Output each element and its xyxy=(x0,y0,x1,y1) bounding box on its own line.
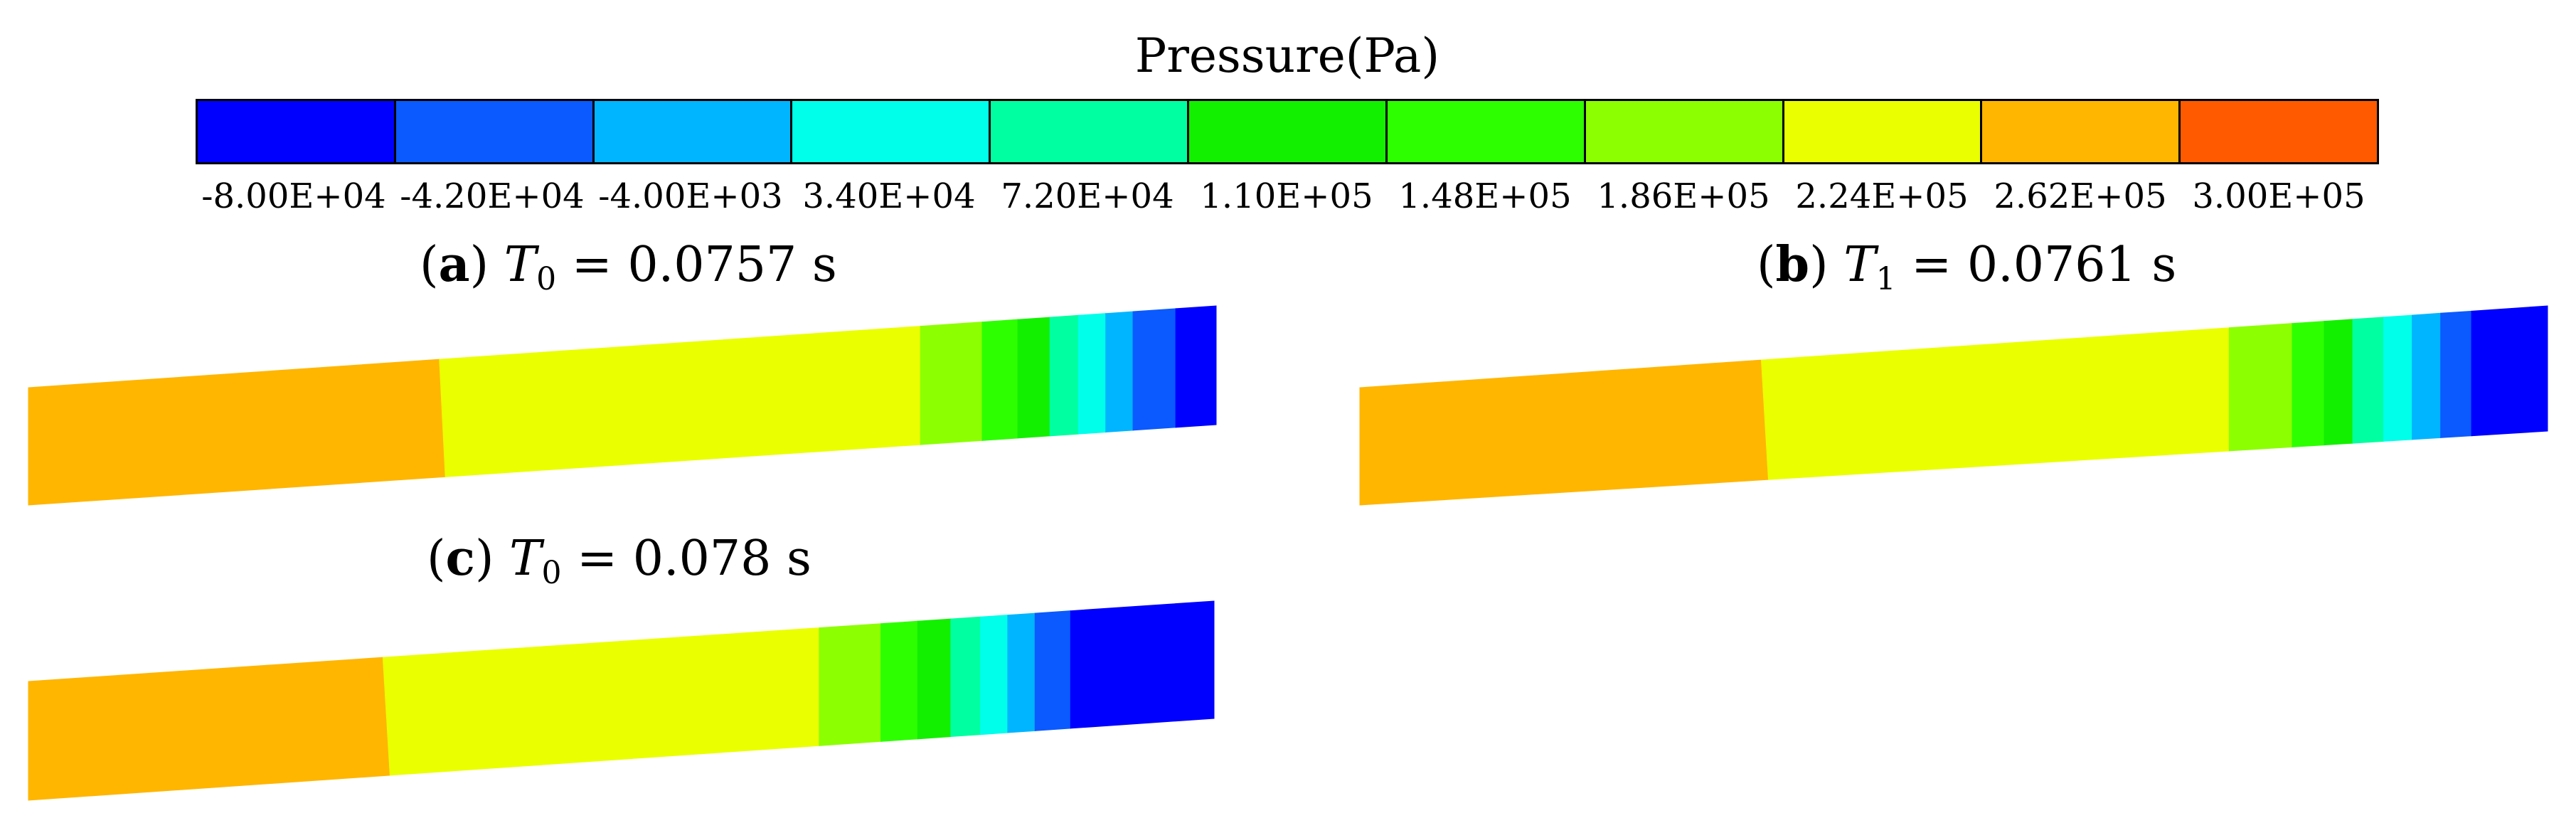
pressure-band xyxy=(2352,317,2384,444)
colorbar-tick-label: 3.00E+05 xyxy=(2192,176,2365,216)
colorbar-tick-label: 1.86E+05 xyxy=(1597,176,1770,216)
colorbar xyxy=(196,99,2379,164)
colorbar-tick-label: 2.24E+05 xyxy=(1795,176,1969,216)
pressure-band xyxy=(1175,305,1217,428)
pressure-band xyxy=(980,615,1008,736)
pressure-band xyxy=(2324,319,2353,446)
pressure-band xyxy=(1132,308,1176,431)
colorbar-cell xyxy=(594,101,793,162)
panel-c-contour xyxy=(28,600,1215,801)
colorbar-tick-label: 1.10E+05 xyxy=(1200,176,1373,216)
panel-b-caption: (b) T1 = 0.0761 s xyxy=(1757,236,2177,297)
pressure-band xyxy=(2383,314,2413,442)
colorbar-tick-label: -4.20E+04 xyxy=(400,176,585,216)
pressure-band xyxy=(2440,310,2472,438)
colorbar-tick-label: -4.00E+03 xyxy=(598,176,783,216)
colorbar-cell xyxy=(1387,101,1586,162)
colorbar-cell xyxy=(991,101,1190,162)
pressure-band xyxy=(439,326,921,477)
pressure-band xyxy=(917,618,952,740)
panel-a-caption: (a) T0 = 0.0757 s xyxy=(420,236,837,297)
pressure-band xyxy=(28,359,446,506)
colorbar-cell xyxy=(395,101,595,162)
pressure-band xyxy=(950,616,981,738)
pressure-band xyxy=(1077,313,1107,435)
colorbar-tick-label: 7.20E+04 xyxy=(1001,176,1174,216)
colorbar-cell xyxy=(1189,101,1388,162)
colorbar-tick-label: 1.48E+05 xyxy=(1398,176,1572,216)
colorbar-cell xyxy=(792,101,991,162)
legend-title: Pressure(Pa) xyxy=(1134,28,1440,83)
colorbar-cell xyxy=(2181,101,2377,162)
colorbar-cell xyxy=(1982,101,2181,162)
pressure-band xyxy=(1049,314,1079,437)
pressure-band xyxy=(819,623,882,746)
colorbar-tick-label: 3.40E+04 xyxy=(802,176,976,216)
pressure-band xyxy=(880,620,918,742)
pressure-band xyxy=(1760,327,2230,480)
colorbar-tick-label: -8.00E+04 xyxy=(201,176,386,216)
pressure-band xyxy=(382,627,820,776)
panel-a-contour xyxy=(28,305,1217,506)
pressure-band xyxy=(28,657,390,801)
pressure-band xyxy=(1034,610,1071,731)
pressure-band xyxy=(2228,323,2293,452)
colorbar-cell xyxy=(1585,101,1784,162)
pressure-band xyxy=(1070,600,1215,729)
pressure-band xyxy=(1359,359,1769,506)
pressure-band xyxy=(1105,311,1134,433)
panel-b-contour xyxy=(1359,305,2548,506)
pressure-band xyxy=(2471,305,2548,437)
pressure-band xyxy=(2292,321,2325,447)
colorbar-cell xyxy=(198,101,396,162)
pressure-band xyxy=(981,319,1018,441)
pressure-band xyxy=(2412,312,2442,440)
colorbar-cell xyxy=(1784,101,1983,162)
pressure-band xyxy=(920,322,983,445)
pressure-band xyxy=(1007,612,1036,733)
pressure-band xyxy=(1017,317,1050,439)
panel-c-caption: (c) T0 = 0.078 s xyxy=(427,530,811,591)
colorbar-tick-label: 2.62E+05 xyxy=(1994,176,2167,216)
